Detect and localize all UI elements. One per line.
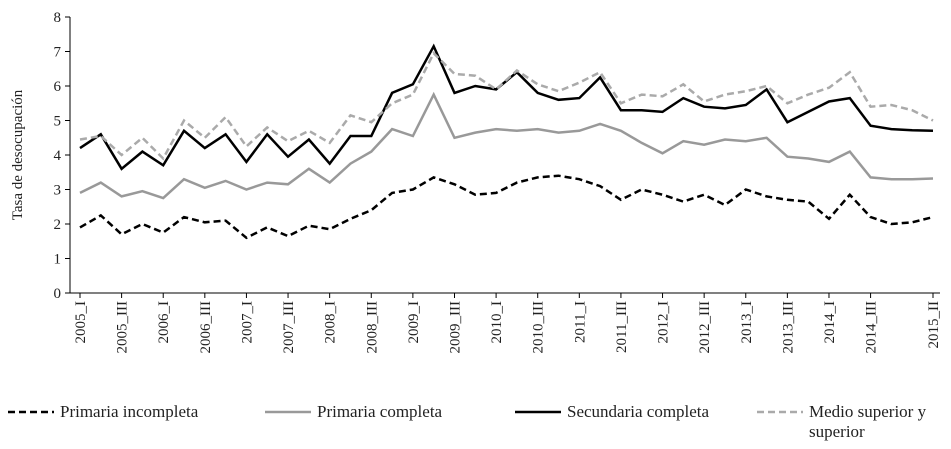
x-tick-label: 2006_I — [156, 301, 172, 344]
legend-label: Primaria completa — [317, 402, 443, 421]
x-tick-label: 2013_III — [780, 301, 796, 354]
x-tick-label: 2006_III — [198, 301, 214, 354]
x-tick-label: 2012_III — [697, 301, 713, 354]
series-line — [79, 51, 934, 161]
series-line — [79, 91, 934, 200]
y-tick-label: 1 — [54, 252, 62, 268]
x-tick-label: 2007_I — [239, 301, 255, 344]
legend-item: Primaria completa — [265, 402, 442, 422]
x-tick-label: 2008_I — [323, 301, 339, 344]
y-tick-label: 6 — [54, 79, 62, 95]
legend-swatch — [8, 410, 54, 414]
y-tick-label: 8 — [54, 10, 62, 26]
x-tick-label: 2011_III — [614, 301, 630, 353]
y-tick-label: 3 — [54, 183, 62, 199]
x-tick-label: 2015_II — [926, 301, 942, 349]
series-line — [79, 43, 934, 171]
x-tick-label: 2005_I — [73, 301, 89, 344]
x-tick-label: 2007_III — [281, 301, 297, 354]
x-tick-label: 2011_I — [572, 301, 588, 343]
legend-label: Medio superior y superior — [809, 402, 927, 441]
y-axis-title: Tasa de desocupación — [10, 89, 26, 220]
x-tick-label: 2010_I — [489, 301, 505, 344]
x-tick-label: 2013_I — [739, 301, 755, 344]
y-tick-label: 2 — [54, 217, 62, 233]
legend-swatch — [515, 410, 561, 414]
y-tick-label: 4 — [54, 148, 62, 164]
x-tick-label: 2014_I — [822, 301, 838, 344]
legend-swatch — [265, 410, 311, 414]
legend-label: Secundaria completa — [567, 402, 710, 421]
y-tick-label: 0 — [54, 286, 62, 302]
chart: Tasa de desocupación 0 1 2 3 4 5 6 7 8 2005_I 2005… — [10, 10, 942, 354]
series-line — [79, 174, 934, 240]
legend-item: Secundaria completa — [515, 402, 709, 422]
x-tick-label: 2010_III — [531, 301, 547, 354]
y-tick-label: 7 — [54, 45, 62, 61]
x-tick-label: 2014_III — [864, 301, 880, 354]
x-tick-label: 2009_I — [406, 301, 422, 344]
x-tick-label: 2005_III — [115, 301, 131, 354]
legend-swatch — [757, 410, 803, 414]
x-tick-label: 2012_I — [656, 301, 672, 344]
y-tick-label: 5 — [54, 114, 62, 130]
legend-item: Primaria incompleta — [8, 402, 198, 422]
legend-label: Primaria incompleta — [60, 402, 199, 421]
legend-item: Medio superior y superior — [757, 402, 949, 442]
x-tick-label: 2009_III — [447, 301, 463, 354]
x-tick-label: 2008_III — [364, 301, 380, 354]
